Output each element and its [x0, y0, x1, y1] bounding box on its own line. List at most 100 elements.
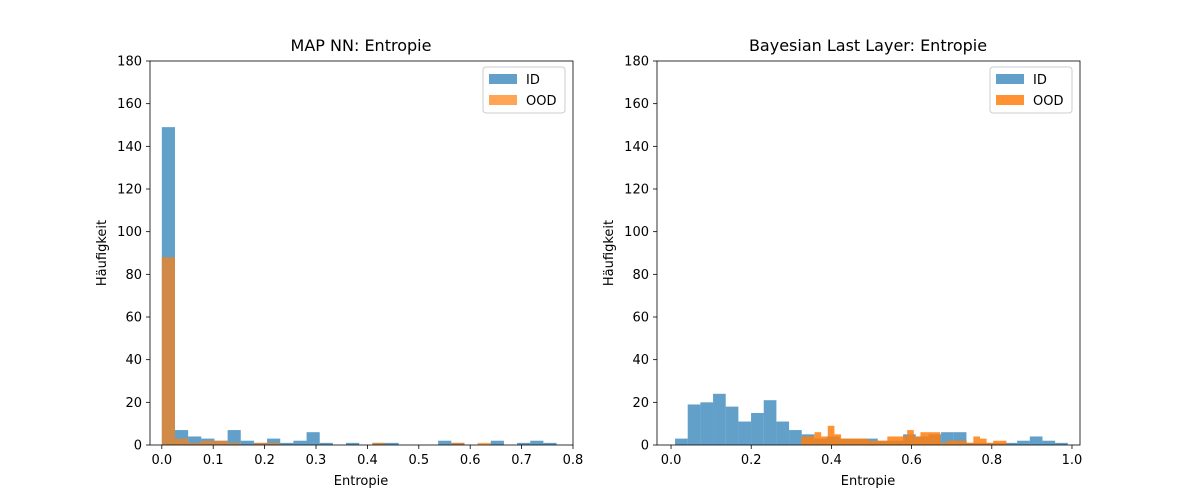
x-tick-label: 0.8: [981, 453, 1002, 468]
bar-ood: [993, 440, 1000, 445]
bar-id: [306, 432, 320, 445]
x-tick-label: 1.0: [1062, 453, 1083, 468]
bar-id: [687, 404, 701, 445]
bar-ood: [827, 425, 835, 445]
y-tick-label: 80: [632, 268, 649, 283]
y-tick-label: 40: [632, 353, 649, 368]
bar-id: [280, 442, 294, 445]
bar-id: [713, 393, 726, 445]
plot-frame: [656, 60, 1081, 446]
bar-id: [700, 402, 714, 445]
bar-ood: [927, 432, 934, 445]
y-tick-label: 20: [632, 396, 649, 411]
y-tick-label: 40: [125, 353, 142, 368]
bar-ood: [874, 440, 881, 445]
x-axis-label: Entropie: [841, 474, 895, 489]
x-tick-label: 0.6: [460, 453, 481, 468]
y-tick-label: 160: [117, 97, 142, 112]
y-tick-label: 120: [624, 183, 649, 198]
series-ood: [801, 425, 1007, 445]
bar-id: [188, 436, 202, 445]
bar-ood: [966, 442, 974, 445]
legend-label-id: ID: [1033, 73, 1047, 88]
bar-id: [776, 421, 790, 445]
x-tick-label: 0.4: [821, 453, 842, 468]
x-tick-label: 0.6: [901, 453, 922, 468]
bar-ood: [821, 436, 828, 445]
x-tick-label: 0.4: [357, 453, 378, 468]
legend-swatch-ood: [489, 95, 517, 105]
y-axis-label: Häufigkeit: [95, 220, 110, 286]
x-tick-label: 0.0: [661, 453, 682, 468]
x-tick-label: 0.5: [408, 453, 429, 468]
y-tick-label: 180: [624, 55, 649, 70]
x-tick-label: 0.0: [151, 453, 172, 468]
bar-id: [1029, 436, 1043, 445]
bar-ood: [253, 442, 268, 445]
bar-ood: [933, 432, 941, 445]
bar-ood: [451, 442, 465, 445]
bar-id: [346, 442, 360, 445]
bar-ood: [999, 440, 1007, 445]
bar-id: [490, 440, 504, 445]
bar-id: [738, 421, 752, 445]
legend: ID OOD: [482, 66, 566, 114]
bar-id: [227, 430, 241, 445]
bar-ood: [372, 442, 386, 445]
bar-id: [725, 406, 739, 445]
bar-ood: [907, 430, 914, 445]
bar-ood: [227, 442, 241, 445]
bar-id: [1055, 442, 1068, 445]
bar-ood: [900, 436, 908, 445]
x-tick-label: 0.3: [306, 453, 327, 468]
bar-ood: [986, 442, 994, 445]
bar-ood: [834, 434, 842, 445]
y-tick-label: 180: [117, 55, 142, 70]
x-tick-label: 0.8: [563, 453, 584, 468]
legend-label-ood: OOD: [526, 94, 556, 109]
bar-ood: [860, 438, 868, 445]
bar-ood: [814, 432, 822, 445]
bar-id: [319, 442, 333, 445]
bar-id: [675, 438, 688, 445]
bar-ood: [801, 436, 808, 445]
bar-ood: [854, 438, 861, 445]
y-tick-label: 20: [125, 396, 142, 411]
chart-bayesian-last-layer: Bayesian Last Layer: Entropie Entropie H…: [602, 36, 1082, 489]
series-ood: [161, 257, 491, 445]
bar-ood: [973, 436, 980, 445]
bar-ood: [920, 432, 928, 445]
bar-ood: [188, 442, 202, 445]
bar-ood: [946, 440, 954, 445]
y-tick-label: 80: [125, 268, 142, 283]
y-tick-label: 60: [125, 311, 142, 326]
x-axis-label: Entropie: [334, 474, 388, 489]
bar-id: [1004, 442, 1018, 445]
y-tick-label: 60: [632, 311, 649, 326]
bar-ood: [841, 438, 848, 445]
legend-swatch-id: [996, 74, 1024, 84]
bar-id: [1017, 440, 1030, 445]
y-tick-label: 0: [134, 439, 142, 454]
bar-id: [543, 442, 557, 445]
bar-id: [293, 440, 307, 445]
y-tick-label: 160: [624, 97, 649, 112]
bar-id: [240, 440, 254, 445]
y-tick-label: 120: [117, 183, 142, 198]
y-axis-label: Häufigkeit: [602, 220, 617, 286]
y-tick-label: 100: [624, 225, 649, 240]
bar-id: [751, 413, 764, 445]
bar-ood: [960, 440, 967, 445]
bar-ood: [847, 438, 855, 445]
bar-ood: [979, 438, 987, 445]
chart-title: MAP NN: Entropie: [291, 36, 432, 55]
bar-id: [530, 440, 544, 445]
y-tick-label: 140: [117, 140, 142, 155]
bar-ood: [893, 436, 901, 445]
chart-map-nn: MAP NN: Entropie Entropie Häufigkeit 0.0…: [95, 36, 583, 489]
bar-ood: [267, 442, 281, 445]
legend-swatch-ood: [996, 95, 1024, 105]
bar-ood: [174, 438, 189, 445]
legend-label-id: ID: [526, 73, 540, 88]
